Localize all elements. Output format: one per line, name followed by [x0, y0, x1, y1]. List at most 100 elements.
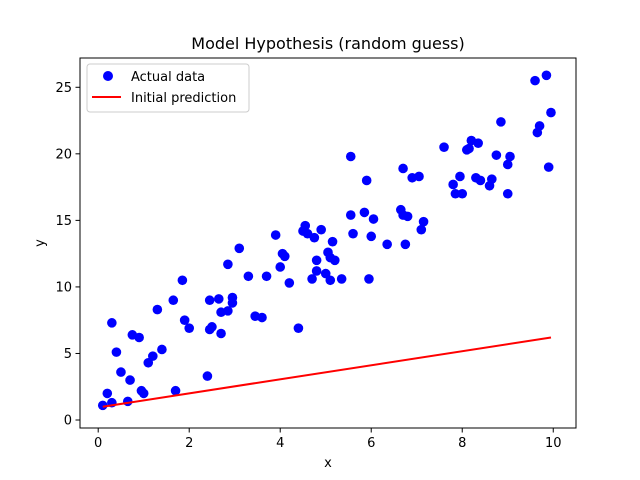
x-tick-label: 6	[367, 436, 375, 451]
legend-marker-actual-data	[103, 71, 113, 81]
data-point	[473, 138, 483, 148]
data-point	[414, 171, 424, 182]
data-point	[168, 295, 179, 306]
data-point	[345, 151, 356, 162]
data-point	[125, 375, 135, 385]
data-point	[179, 315, 190, 325]
y-axis-label: y	[33, 239, 48, 247]
x-tick-label: 2	[185, 436, 193, 451]
data-point	[223, 306, 233, 316]
data-point	[491, 150, 502, 160]
data-point	[400, 239, 411, 250]
data-point	[530, 75, 540, 86]
data-point	[116, 367, 126, 377]
data-point	[398, 163, 408, 174]
y-tick-label: 25	[55, 81, 72, 96]
x-tick-label: 8	[458, 436, 466, 451]
chart-title: Model Hypothesis (random guess)	[191, 34, 464, 53]
data-point	[257, 312, 267, 323]
data-point	[450, 188, 461, 199]
data-point	[311, 266, 322, 276]
data-point	[213, 294, 224, 304]
data-point	[502, 159, 513, 170]
data-point	[402, 211, 413, 222]
data-point	[359, 207, 370, 218]
x-tick-label: 0	[94, 436, 102, 451]
data-point	[330, 255, 340, 266]
data-point	[496, 117, 506, 127]
data-point	[418, 216, 429, 227]
data-point	[311, 255, 322, 266]
data-point	[138, 388, 149, 399]
data-point	[487, 174, 497, 184]
data-point	[502, 188, 513, 199]
data-point	[543, 162, 554, 172]
legend-label-initial-prediction: Initial prediction	[131, 91, 236, 106]
x-axis: 0 2 4 6 8 10	[94, 428, 562, 451]
data-point	[307, 274, 317, 284]
data-point	[204, 295, 215, 306]
data-point	[534, 121, 545, 131]
data-point	[364, 274, 374, 284]
y-tick-label: 15	[55, 214, 72, 229]
data-point	[348, 228, 358, 239]
data-point	[316, 224, 326, 235]
data-point	[97, 400, 108, 411]
data-point	[475, 175, 486, 186]
plot-area	[97, 70, 556, 411]
data-point	[448, 179, 458, 190]
prediction-line	[102, 336, 552, 408]
data-point	[102, 388, 113, 399]
data-point	[464, 143, 474, 154]
data-point	[157, 344, 167, 355]
data-point	[416, 224, 427, 235]
data-point	[366, 231, 377, 242]
data-point	[546, 107, 556, 118]
y-tick-label: 5	[64, 347, 72, 362]
legend-label-actual-data: Actual data	[131, 70, 205, 85]
data-point	[184, 323, 195, 333]
data-point	[505, 151, 515, 162]
data-point	[202, 371, 213, 381]
data-point	[284, 278, 295, 288]
y-tick-label: 20	[55, 147, 72, 162]
data-point	[111, 347, 122, 357]
data-point	[170, 385, 181, 396]
legend: Actual data Initial prediction	[86, 63, 250, 113]
data-point	[279, 251, 290, 262]
data-point	[368, 214, 379, 224]
data-point	[243, 271, 254, 282]
data-point	[309, 232, 320, 243]
data-point	[223, 259, 233, 270]
data-point	[134, 332, 144, 343]
data-point	[216, 328, 226, 339]
data-point	[361, 175, 372, 186]
data-point	[270, 230, 281, 240]
data-point	[439, 142, 449, 152]
x-tick-label: 4	[276, 436, 284, 451]
data-point	[107, 318, 117, 328]
data-point	[293, 323, 304, 333]
data-point	[207, 322, 217, 332]
data-point	[177, 275, 188, 286]
data-point	[227, 298, 238, 308]
data-point	[345, 210, 356, 220]
data-point	[541, 70, 552, 81]
y-axis: 0 5 10 15 20 25	[55, 81, 80, 429]
data-point	[152, 304, 163, 315]
data-point	[275, 262, 286, 272]
data-point	[261, 271, 272, 282]
data-point	[325, 275, 336, 286]
data-point	[148, 351, 158, 361]
data-point	[457, 188, 468, 199]
data-point	[382, 239, 392, 250]
data-point	[234, 243, 245, 254]
legend-box	[86, 63, 250, 113]
y-tick-label: 10	[55, 280, 72, 295]
x-tick-label: 10	[545, 436, 562, 451]
data-point	[336, 274, 347, 284]
plot-frame	[79, 57, 577, 429]
data-point	[455, 171, 465, 182]
data-point	[300, 220, 311, 231]
